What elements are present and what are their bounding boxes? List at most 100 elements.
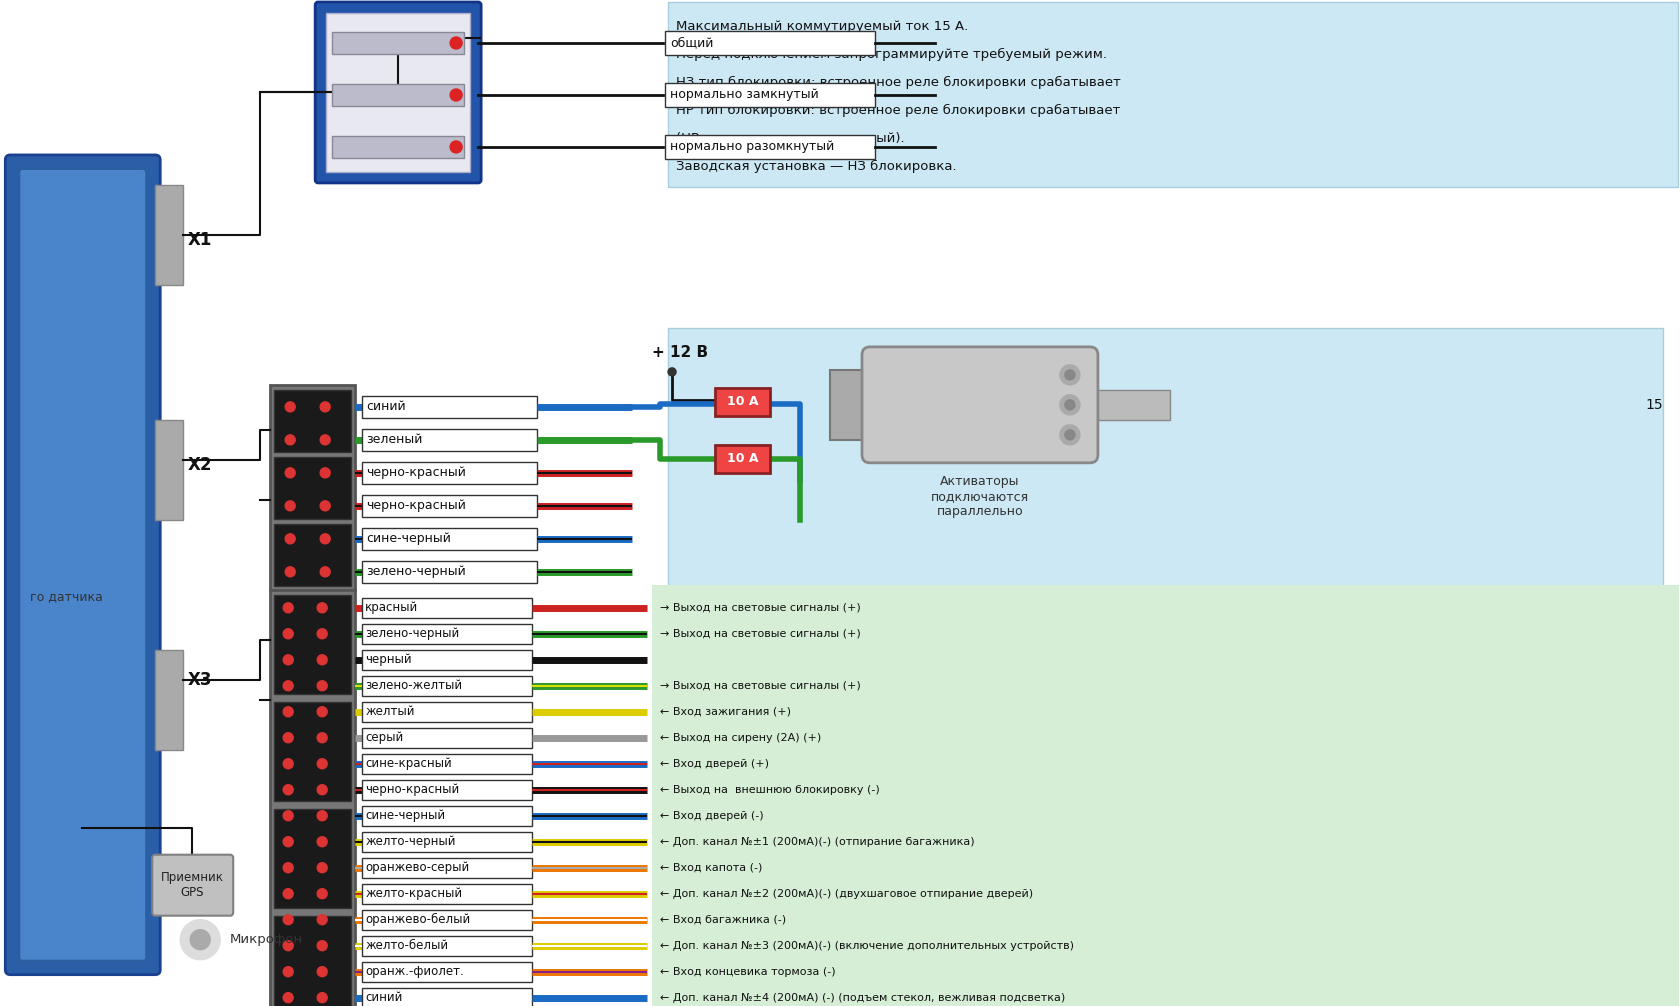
Text: ← Вход концевика тормоза (-): ← Вход концевика тормоза (-): [660, 967, 835, 977]
Bar: [665, 31, 875, 55]
Bar: [361, 727, 533, 747]
Bar: [667, 328, 1662, 598]
Bar: [361, 462, 538, 484]
Text: ← Вход капота (-): ← Вход капота (-): [660, 863, 763, 873]
Text: общий: общий: [670, 36, 712, 49]
Circle shape: [282, 603, 292, 613]
Circle shape: [318, 993, 328, 1003]
Bar: [361, 624, 533, 644]
Bar: [361, 780, 533, 800]
Bar: [270, 385, 354, 590]
Circle shape: [282, 655, 292, 665]
Bar: [361, 560, 538, 582]
Text: Активаторы
подключаются
параллельно: Активаторы подключаются параллельно: [931, 475, 1028, 518]
Bar: [274, 702, 351, 801]
Bar: [830, 370, 875, 440]
Circle shape: [282, 759, 292, 769]
Text: желтый: желтый: [365, 705, 415, 718]
Text: 10 A: 10 A: [727, 453, 758, 466]
Circle shape: [318, 732, 328, 742]
Circle shape: [282, 863, 292, 872]
Text: сине-красный: сине-красный: [365, 758, 452, 771]
Bar: [361, 806, 533, 826]
Bar: [361, 988, 533, 1006]
Text: черный: черный: [365, 653, 412, 666]
Bar: [155, 420, 183, 520]
FancyBboxPatch shape: [862, 347, 1097, 463]
Circle shape: [319, 401, 329, 411]
Circle shape: [450, 37, 462, 49]
Circle shape: [282, 811, 292, 821]
Bar: [274, 809, 351, 907]
Bar: [361, 702, 533, 721]
Text: → Выход на световые сигналы (+): → Выход на световые сигналы (+): [660, 681, 860, 691]
Circle shape: [282, 967, 292, 977]
Bar: [155, 650, 183, 749]
Circle shape: [282, 888, 292, 898]
Text: X2: X2: [186, 456, 212, 474]
Circle shape: [282, 707, 292, 716]
Circle shape: [190, 930, 210, 950]
Text: ← Вход дверей (+): ← Вход дверей (+): [660, 759, 769, 769]
Circle shape: [318, 681, 328, 691]
Text: черно-красный: черно-красный: [366, 467, 465, 479]
Text: (НР — нормально разомкнутый).: (НР — нормально разомкнутый).: [675, 132, 904, 145]
Circle shape: [319, 435, 329, 445]
Text: черно-красный: черно-красный: [366, 499, 465, 512]
Text: X1: X1: [186, 231, 212, 248]
Bar: [333, 136, 464, 158]
Circle shape: [318, 967, 328, 977]
Bar: [361, 753, 533, 774]
Circle shape: [282, 914, 292, 925]
Text: ← Выход на  внешнюю блокировку (-): ← Выход на внешнюю блокировку (-): [660, 785, 879, 795]
Bar: [665, 82, 875, 107]
Circle shape: [282, 732, 292, 742]
Bar: [714, 445, 769, 473]
Circle shape: [318, 785, 328, 795]
Bar: [361, 528, 538, 550]
Bar: [665, 135, 875, 159]
Text: желто-черный: желто-черный: [365, 835, 455, 848]
Circle shape: [282, 629, 292, 639]
Circle shape: [286, 501, 296, 511]
Circle shape: [318, 941, 328, 951]
Circle shape: [318, 837, 328, 847]
Text: ← Вход дверей (-): ← Вход дверей (-): [660, 811, 763, 821]
Bar: [270, 590, 354, 1006]
Text: ← Выход на сирену (2А) (+): ← Выход на сирену (2А) (+): [660, 732, 822, 742]
Bar: [274, 390, 351, 452]
Circle shape: [286, 435, 296, 445]
Bar: [155, 185, 183, 285]
Circle shape: [667, 368, 675, 376]
Bar: [333, 83, 464, 106]
Bar: [361, 650, 533, 670]
Text: зелено-черный: зелено-черный: [366, 565, 465, 578]
Bar: [361, 936, 533, 956]
Circle shape: [282, 837, 292, 847]
Text: → Выход на световые сигналы (+): → Выход на световые сигналы (+): [660, 603, 860, 613]
FancyBboxPatch shape: [153, 855, 234, 915]
Text: синий: синий: [366, 400, 405, 413]
Text: Микрофон: Микрофон: [230, 934, 302, 947]
Circle shape: [319, 534, 329, 544]
Text: желто-красный: желто-красный: [365, 887, 462, 900]
Circle shape: [450, 89, 462, 101]
Text: сине-черный: сине-черный: [365, 809, 445, 822]
Circle shape: [318, 888, 328, 898]
Text: 15: 15: [1645, 397, 1662, 411]
Circle shape: [318, 707, 328, 716]
Circle shape: [286, 534, 296, 544]
Circle shape: [319, 501, 329, 511]
Text: синий: синий: [365, 991, 402, 1004]
Circle shape: [318, 811, 328, 821]
Circle shape: [1060, 425, 1079, 445]
Circle shape: [1065, 370, 1074, 380]
Bar: [361, 909, 533, 930]
Circle shape: [450, 141, 462, 153]
Text: нормально разомкнутый: нормально разомкнутый: [670, 141, 833, 154]
Circle shape: [282, 993, 292, 1003]
Circle shape: [318, 603, 328, 613]
Text: Заводская установка — НЗ блокировка.: Заводская установка — НЗ блокировка.: [675, 160, 956, 173]
Text: ← Вход багажника (-): ← Вход багажника (-): [660, 914, 786, 925]
Text: НР тип блокировки: встроенное реле блокировки срабатывает: НР тип блокировки: встроенное реле блоки…: [675, 104, 1119, 117]
